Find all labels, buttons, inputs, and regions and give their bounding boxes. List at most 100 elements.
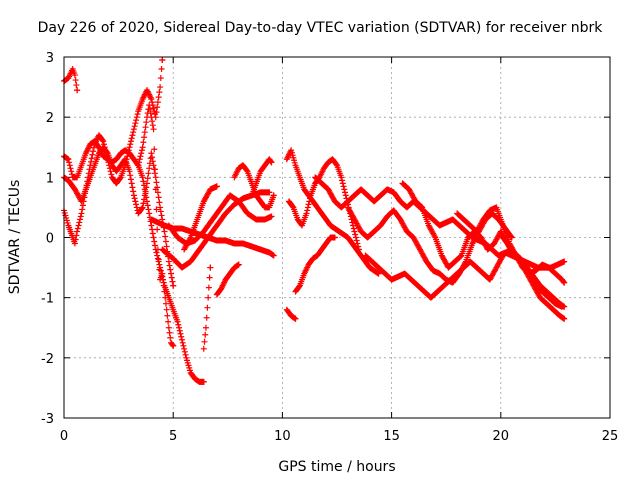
data-point: [77, 216, 84, 223]
data-point: [154, 189, 161, 196]
data-point: [304, 204, 311, 211]
y-tick-label: 2: [46, 111, 54, 126]
data-point: [307, 195, 314, 202]
data-point: [561, 303, 568, 310]
data-point: [129, 132, 136, 139]
data-point: [213, 183, 220, 190]
data-point: [149, 226, 156, 233]
data-point: [139, 174, 146, 181]
data-point: [148, 150, 155, 157]
data-point: [200, 345, 207, 352]
data-point: [71, 240, 78, 247]
data-point: [149, 118, 156, 125]
data-point: [150, 234, 157, 241]
data-point: [100, 138, 107, 145]
data-point: [145, 206, 152, 213]
data-point: [354, 240, 361, 247]
data-point: [161, 228, 168, 235]
data-point: [154, 104, 161, 111]
data-point: [141, 192, 148, 199]
data-point: [338, 174, 345, 181]
plot-frame: [63, 56, 611, 419]
data-point: [375, 270, 382, 277]
series-sat-a: [61, 66, 81, 94]
data-point: [204, 304, 211, 311]
data-point: [133, 117, 140, 124]
data-point: [181, 345, 188, 352]
data-point: [431, 233, 438, 240]
data-point: [350, 225, 357, 232]
series-sat-g: [159, 189, 273, 271]
data-point: [342, 189, 349, 196]
data-point: [162, 238, 169, 245]
data-point: [138, 147, 145, 154]
data-point: [561, 279, 568, 286]
y-tick-label: 3: [46, 51, 54, 66]
data-point: [155, 94, 162, 101]
data-point: [127, 172, 134, 179]
data-point: [159, 216, 166, 223]
data-point: [182, 351, 189, 358]
data-point: [144, 175, 151, 182]
data-point: [355, 246, 362, 253]
data-point: [243, 167, 250, 174]
data-point: [331, 234, 338, 241]
data-point: [146, 210, 153, 217]
data-point: [166, 329, 173, 336]
data-point: [130, 192, 137, 199]
series-sat-j: [200, 264, 214, 352]
data-point: [333, 161, 340, 168]
data-point: [137, 153, 144, 160]
data-point: [305, 201, 312, 208]
y-tick-label: -1: [41, 292, 54, 307]
data-point: [156, 89, 163, 96]
data-point: [355, 243, 362, 250]
data-point: [153, 206, 160, 213]
data-point: [181, 348, 188, 355]
data-point: [128, 180, 135, 187]
data-point: [76, 219, 83, 226]
data-point: [129, 184, 136, 191]
data-point: [153, 179, 160, 186]
data-point: [88, 155, 95, 162]
data-point: [150, 126, 157, 133]
data-point: [148, 222, 155, 229]
data-point: [139, 204, 146, 211]
data-point: [72, 236, 79, 243]
data-point: [146, 106, 153, 113]
data-point: [203, 314, 210, 321]
data-point: [127, 141, 134, 148]
series-sat-c: [61, 57, 166, 247]
data-point: [131, 195, 138, 202]
data-point: [206, 274, 213, 281]
series-sat-o: [292, 234, 338, 295]
data-point: [166, 262, 173, 269]
x-tick-label: 15: [383, 429, 400, 444]
data-point: [174, 318, 181, 325]
data-point: [159, 270, 166, 277]
data-point: [138, 205, 145, 212]
data-point: [161, 288, 168, 295]
data-point: [140, 178, 147, 185]
data-point: [140, 139, 147, 146]
data-point: [149, 158, 156, 165]
data-point: [561, 315, 568, 322]
data-point: [157, 204, 164, 211]
data-point: [128, 135, 135, 142]
data-point: [78, 210, 85, 217]
data-point: [339, 177, 346, 184]
data-point: [90, 144, 97, 151]
data-point: [170, 342, 177, 349]
data-point: [74, 225, 81, 232]
data-point: [154, 226, 161, 233]
data-point: [130, 188, 137, 195]
data-point: [66, 159, 73, 166]
data-point: [169, 341, 176, 348]
data-point: [168, 270, 175, 277]
data-point: [152, 242, 158, 249]
data-point: [145, 170, 152, 177]
data-point: [132, 120, 139, 127]
data-point: [164, 312, 171, 319]
x-axis-label: GPS time / hours: [278, 459, 395, 475]
data-point: [207, 264, 214, 271]
